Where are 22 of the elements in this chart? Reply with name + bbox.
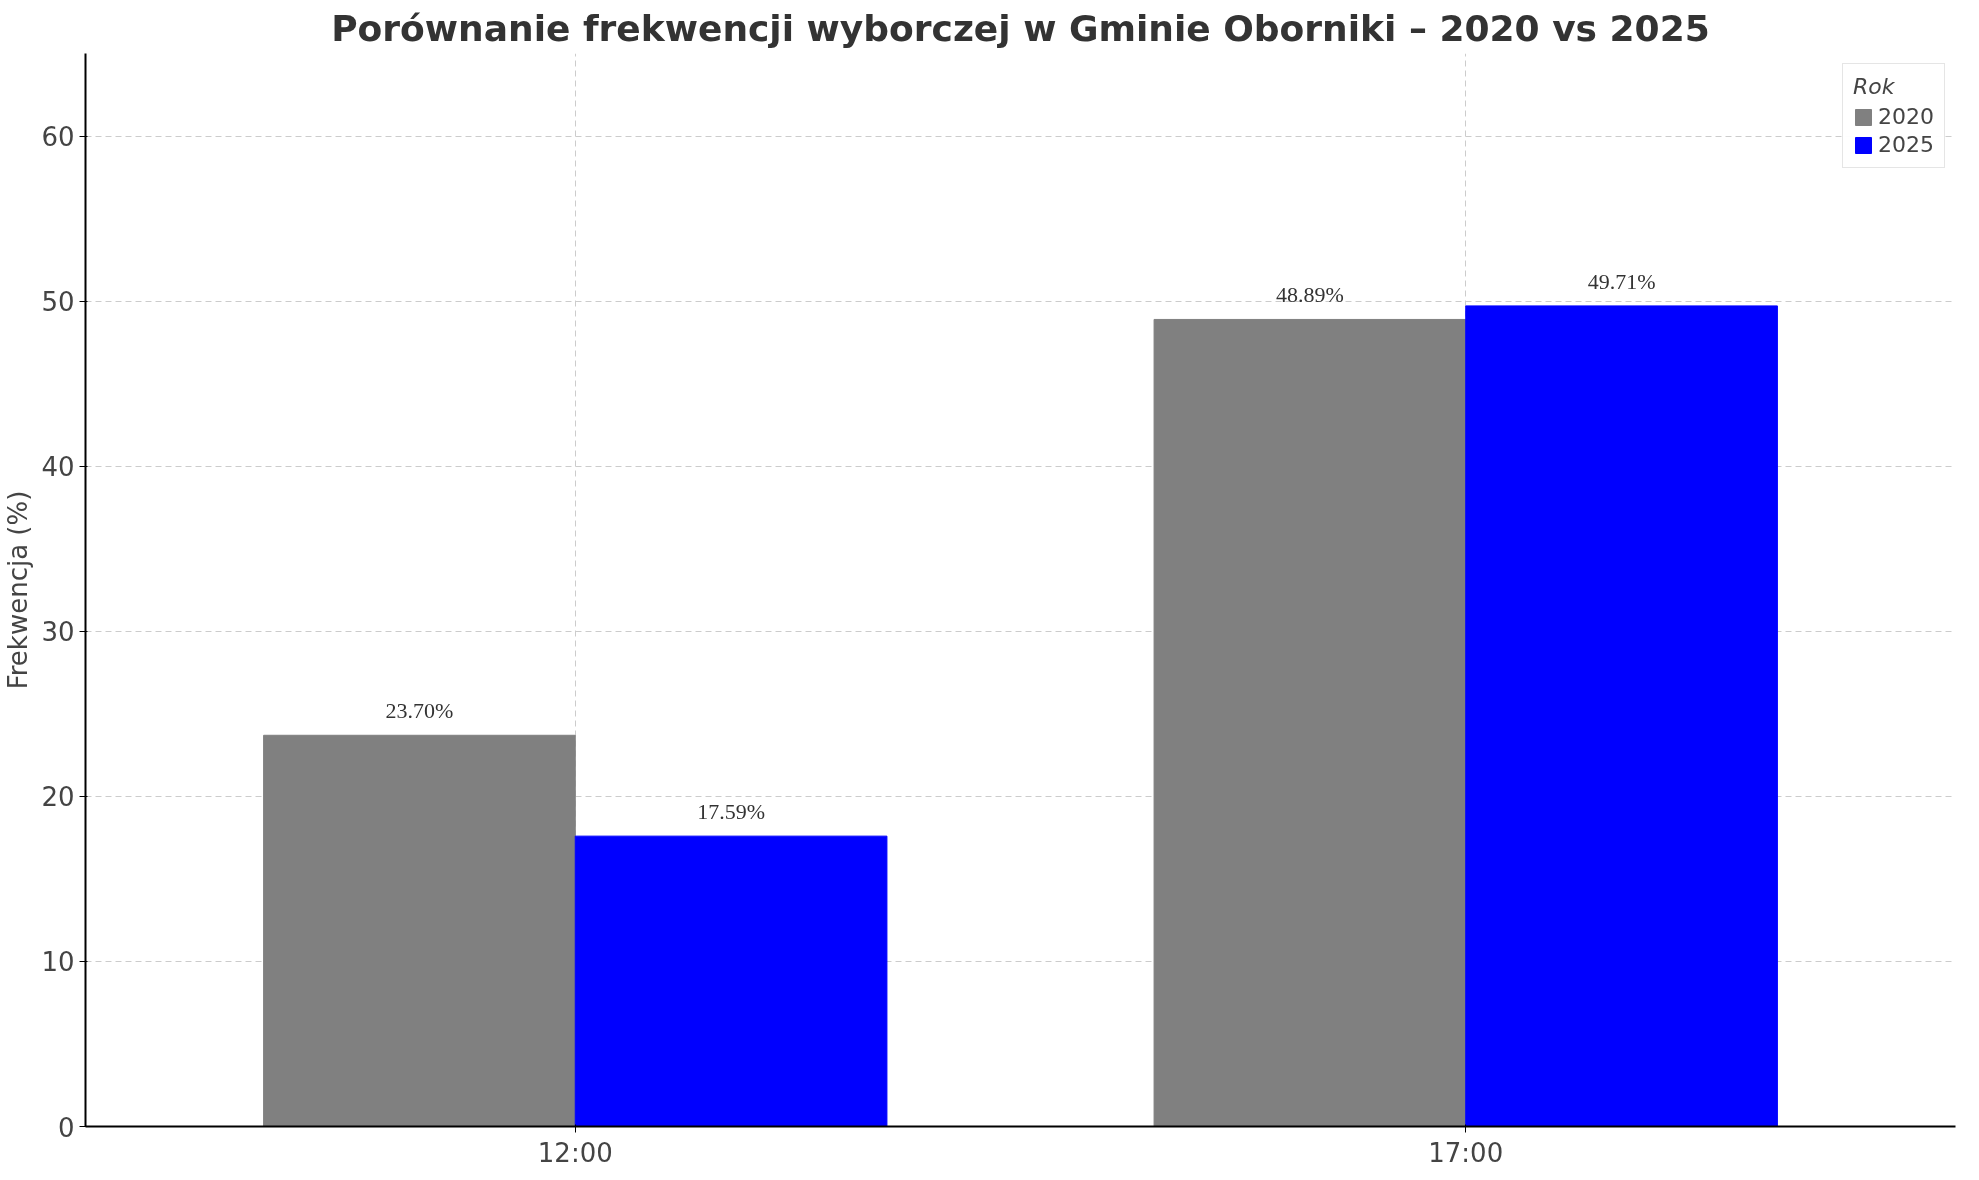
y-tick-label: 20 — [41, 782, 75, 813]
x-tick-label: 17:00 — [1428, 1137, 1504, 1168]
chart-title: Porównanie frekwencji wyborczej w Gminie Oborniki – 2020 vs 2025 — [331, 7, 1710, 49]
bar — [574, 835, 888, 1127]
legend-title: Rok — [1853, 74, 1896, 99]
bar — [1465, 305, 1778, 1127]
y-axis-title: Frekwencja (%) — [3, 490, 34, 690]
data-label: 23.70% — [385, 698, 454, 724]
bar — [1153, 318, 1467, 1127]
y-tick-label: 30 — [41, 617, 75, 648]
y-tick-label: 0 — [57, 1112, 75, 1143]
legend-label: 2025 — [1878, 132, 1934, 157]
bar — [263, 734, 576, 1127]
y-tick-label: 40 — [41, 452, 75, 483]
legend-label: 2020 — [1878, 104, 1934, 129]
y-tick-label: 10 — [41, 947, 75, 978]
data-label: 17.59% — [697, 799, 766, 825]
x-tick-label: 12:00 — [537, 1137, 613, 1168]
y-tick-label: 50 — [41, 287, 75, 318]
y-tick-label: 60 — [41, 122, 75, 153]
data-label: 48.89% — [1275, 282, 1344, 308]
data-label: 49.71% — [1587, 268, 1656, 294]
